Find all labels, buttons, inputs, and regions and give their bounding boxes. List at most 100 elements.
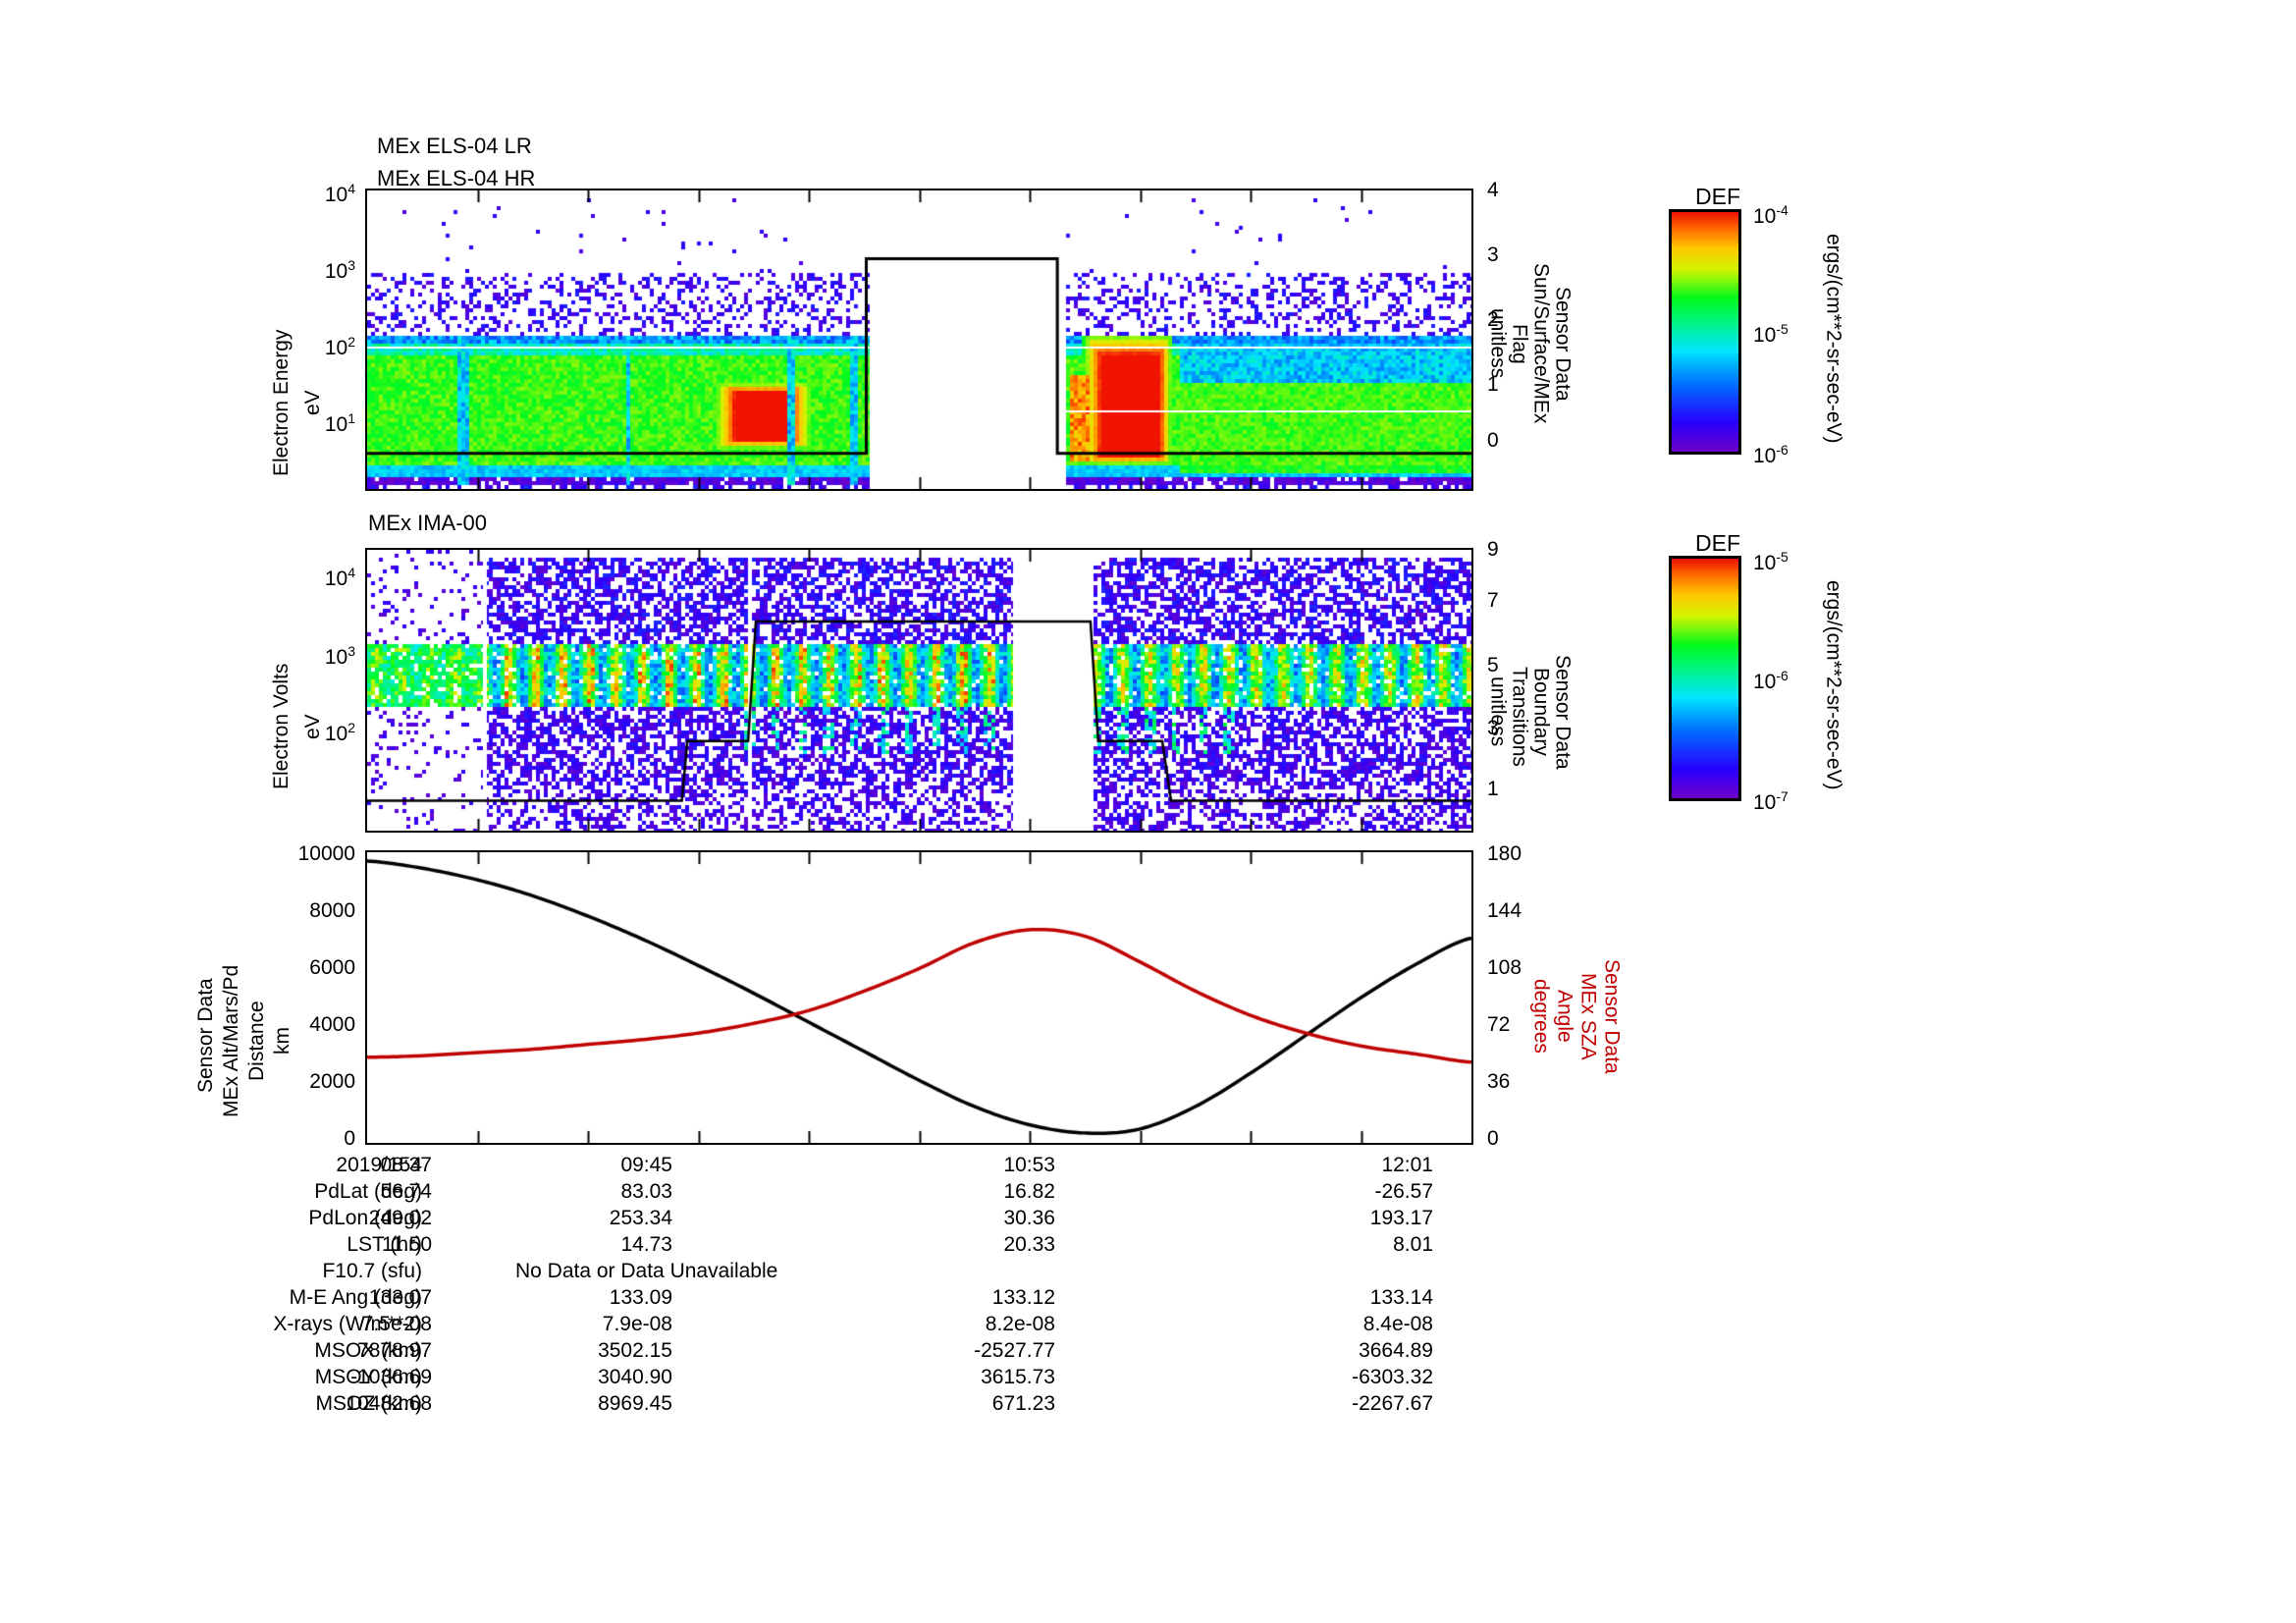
panel-els-right-label-l4: unitless bbox=[1486, 308, 1510, 379]
colorbar-1-tick-top: 10-4 bbox=[1753, 202, 1789, 228]
panel-ima-ytick-4: 104 bbox=[324, 565, 355, 590]
panel-els-rtick-2: 2 bbox=[1487, 308, 1499, 331]
panel-ima-ylabel-text: Electron Volts bbox=[270, 663, 293, 790]
panel-els-rtick-1: 1 bbox=[1487, 373, 1499, 396]
panel-alt-ytick-10000: 10000 bbox=[297, 842, 355, 865]
panel-els-ylabel-text: Electron Energy bbox=[270, 329, 293, 476]
info-row-value: 133.07 bbox=[368, 1286, 432, 1309]
panel-ima-ytick-3: 103 bbox=[324, 643, 355, 669]
panel-els-yunits: eV bbox=[301, 349, 325, 457]
panel-els-plot[interactable] bbox=[365, 189, 1473, 491]
info-row-value: 3502.15 bbox=[598, 1339, 672, 1362]
panel-els-ytick-2: 102 bbox=[324, 334, 355, 359]
info-row-label: PdLat (deg) bbox=[314, 1180, 422, 1203]
panel-els-title-hr: MEx ELS-04 HR bbox=[377, 166, 536, 190]
info-row-value: 3664.89 bbox=[1359, 1339, 1433, 1362]
info-row-value: 56.74 bbox=[380, 1180, 432, 1203]
panel-alt-ytick-4000: 4000 bbox=[309, 1013, 355, 1036]
info-row-label: F10.7 (sfu) bbox=[322, 1260, 422, 1282]
info-row-label: MSOY (km) bbox=[314, 1366, 422, 1388]
colorbar-2[interactable] bbox=[1669, 556, 1741, 801]
info-row-value: 8969.45 bbox=[598, 1392, 672, 1415]
panel-alt-ylabel-l1: Sensor Data bbox=[194, 978, 217, 1094]
panel-alt-rtick-180: 180 bbox=[1487, 842, 1522, 865]
info-row-value: 8.2e-08 bbox=[985, 1313, 1055, 1335]
info-row-label: LST (hr) bbox=[347, 1233, 422, 1256]
info-row-value: 11.50 bbox=[382, 1233, 432, 1256]
panel-alt-rtick-72: 72 bbox=[1487, 1013, 1511, 1036]
panel-alt-rtick-144: 144 bbox=[1487, 899, 1522, 922]
panel-els-right-label-l2: Sun/Surface/MEx bbox=[1529, 263, 1553, 424]
panel-els-ytick-3: 103 bbox=[324, 257, 355, 283]
panel-alt-right-label-l2: MEx SZA bbox=[1576, 973, 1600, 1060]
panel-ima-plot[interactable] bbox=[365, 548, 1473, 833]
info-row-value: No Data or Data Unavailable bbox=[515, 1260, 778, 1282]
info-row-value: 249.02 bbox=[368, 1207, 432, 1229]
info-row-label: PdLon (deg) bbox=[308, 1207, 422, 1229]
panel-ima-rtick-3: 3 bbox=[1487, 717, 1499, 739]
info-row-label: X-rays (W/m**2) bbox=[273, 1313, 422, 1335]
info-row-value: 10:53 bbox=[1003, 1154, 1055, 1176]
panel-ima-right-label-l1: Sensor Data bbox=[1551, 654, 1575, 770]
info-row-value: 671.23 bbox=[991, 1392, 1055, 1415]
panel-alt-ylabel-l2: MEx Alt/Mars/Pd bbox=[220, 964, 242, 1117]
colorbar-2-gradient bbox=[1672, 559, 1738, 798]
info-row-value: 3615.73 bbox=[981, 1366, 1055, 1388]
panel-ima-title: MEx IMA-00 bbox=[368, 511, 488, 535]
info-row-value: 7878.97 bbox=[357, 1339, 432, 1362]
info-row-value: 83.03 bbox=[620, 1180, 672, 1203]
panel-els-rtick-3: 3 bbox=[1487, 243, 1499, 266]
info-row-value: 16.82 bbox=[1003, 1180, 1055, 1203]
panel-ima-rtick-1: 1 bbox=[1487, 778, 1499, 800]
panel-alt-ytick-6000: 6000 bbox=[309, 956, 355, 979]
panel-els-ylabel: Electron Energy bbox=[270, 295, 294, 511]
panel-alt-ytick-8000: 8000 bbox=[309, 899, 355, 922]
info-row-value: 133.12 bbox=[991, 1286, 1055, 1309]
info-row-value: 3040.90 bbox=[598, 1366, 672, 1388]
panel-els-ytick-1: 101 bbox=[324, 410, 355, 436]
colorbar-2-tick-bot: 10-7 bbox=[1753, 788, 1789, 814]
info-row-label: MSOX (km) bbox=[314, 1339, 422, 1362]
info-row-label: 2019/154 bbox=[336, 1154, 422, 1176]
info-row-value: -1036.69 bbox=[350, 1366, 432, 1388]
info-row-value: 7.9e-08 bbox=[602, 1313, 672, 1335]
panel-els-right-label-l1: Sensor Data bbox=[1551, 286, 1575, 402]
panel-ima-rtick-9: 9 bbox=[1487, 538, 1499, 561]
panel-ima-rtick-7: 7 bbox=[1487, 589, 1499, 612]
panel-alt-canvas bbox=[367, 852, 1471, 1143]
panel-alt-ytick-2000: 2000 bbox=[309, 1070, 355, 1093]
info-row-value: -2267.67 bbox=[1352, 1392, 1433, 1415]
panel-alt-plot[interactable] bbox=[365, 850, 1473, 1145]
colorbar-1[interactable] bbox=[1669, 209, 1741, 455]
panel-ima-right-label-l3: Transitions bbox=[1508, 667, 1531, 767]
colorbar-1-gradient bbox=[1672, 212, 1738, 452]
info-row-value: 7.5e-08 bbox=[361, 1313, 432, 1335]
colorbar-1-tick-bot: 10-6 bbox=[1753, 442, 1789, 467]
info-row-value: 09:45 bbox=[620, 1154, 672, 1176]
info-row-value: 08:37 bbox=[380, 1154, 432, 1176]
panel-alt-rtick-36: 36 bbox=[1487, 1070, 1511, 1093]
info-row-value: 133.09 bbox=[609, 1286, 672, 1309]
panel-els-title-lr: MEx ELS-04 LR bbox=[377, 134, 532, 158]
panel-ima-ytick-2: 102 bbox=[324, 720, 355, 745]
colorbar-1-tick-mid: 10-5 bbox=[1753, 321, 1789, 347]
info-row-value: 14.73 bbox=[620, 1233, 672, 1256]
info-row-label: MSOZ (km) bbox=[315, 1392, 422, 1415]
panel-ima-ylabel: Electron Volts bbox=[270, 628, 294, 825]
info-row-value: 10482.68 bbox=[346, 1392, 432, 1415]
colorbar-1-title: DEF bbox=[1695, 184, 1740, 209]
colorbar-2-tick-top: 10-5 bbox=[1753, 549, 1789, 574]
colorbar-2-units: ergs/(cm**2-sr-sec-eV) bbox=[1822, 580, 1845, 790]
panel-alt-right-label-l4: degrees bbox=[1529, 979, 1553, 1054]
info-row-value: 12:01 bbox=[1381, 1154, 1433, 1176]
info-row-value: 8.4e-08 bbox=[1362, 1313, 1433, 1335]
panel-alt-ytick-0: 0 bbox=[344, 1127, 355, 1150]
panel-els-right-label-l3: Flag bbox=[1508, 323, 1531, 364]
info-row-value: 133.14 bbox=[1369, 1286, 1433, 1309]
panel-els-rtick-4: 4 bbox=[1487, 179, 1499, 201]
panel-els-ytick-4: 104 bbox=[324, 181, 355, 206]
panel-els-canvas bbox=[367, 190, 1471, 489]
panel-alt-rtick-0: 0 bbox=[1487, 1127, 1499, 1150]
info-row-value: 193.17 bbox=[1369, 1207, 1433, 1229]
panel-ima-right-label-l4: unitless bbox=[1486, 676, 1510, 747]
